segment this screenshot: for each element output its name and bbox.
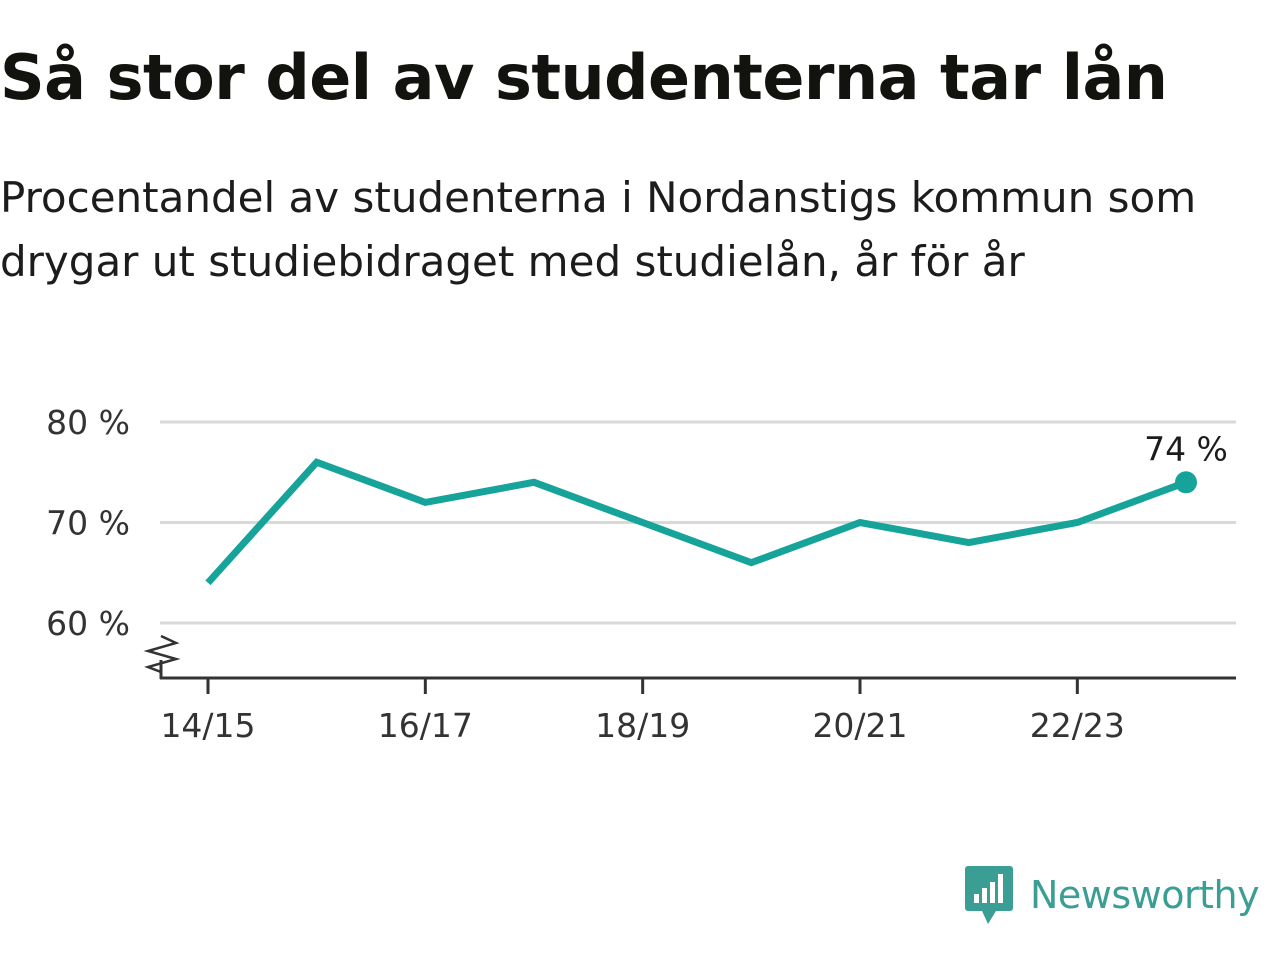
brand-name: Newsworthy [1030,873,1260,917]
y-tick-label: 80 % [46,403,130,442]
chart-title: Så stor del av studenterna tar lån [0,41,1168,114]
x-axis [143,634,1236,694]
series-line [205,458,1188,586]
y-tick-label: 60 % [46,604,130,643]
last-data-point [1175,471,1197,494]
series-line-group: 74 % [205,429,1228,586]
x-tick-label: 20/21 [812,706,907,745]
brand-logo: Newsworthy [964,862,1260,928]
last-value-label: 74 % [1144,429,1228,468]
x-axis-labels: 14/15 16/17 18/19 20/21 22/23 [160,706,1124,745]
x-tick-label: 18/19 [595,706,690,745]
y-tick-label: 70 % [46,504,130,543]
gridlines [160,420,1236,625]
x-tick-label: 22/23 [1030,706,1125,745]
newsworthy-logo-icon [965,866,1013,924]
chart-subtitle: Procentandel av studenterna i Nordanstig… [0,173,1197,286]
y-axis-labels: 80 % 70 % 60 % [46,403,130,643]
axis-break-icon [143,634,181,674]
x-tick-label: 16/17 [378,706,473,745]
x-tick-label: 14/15 [160,706,255,745]
